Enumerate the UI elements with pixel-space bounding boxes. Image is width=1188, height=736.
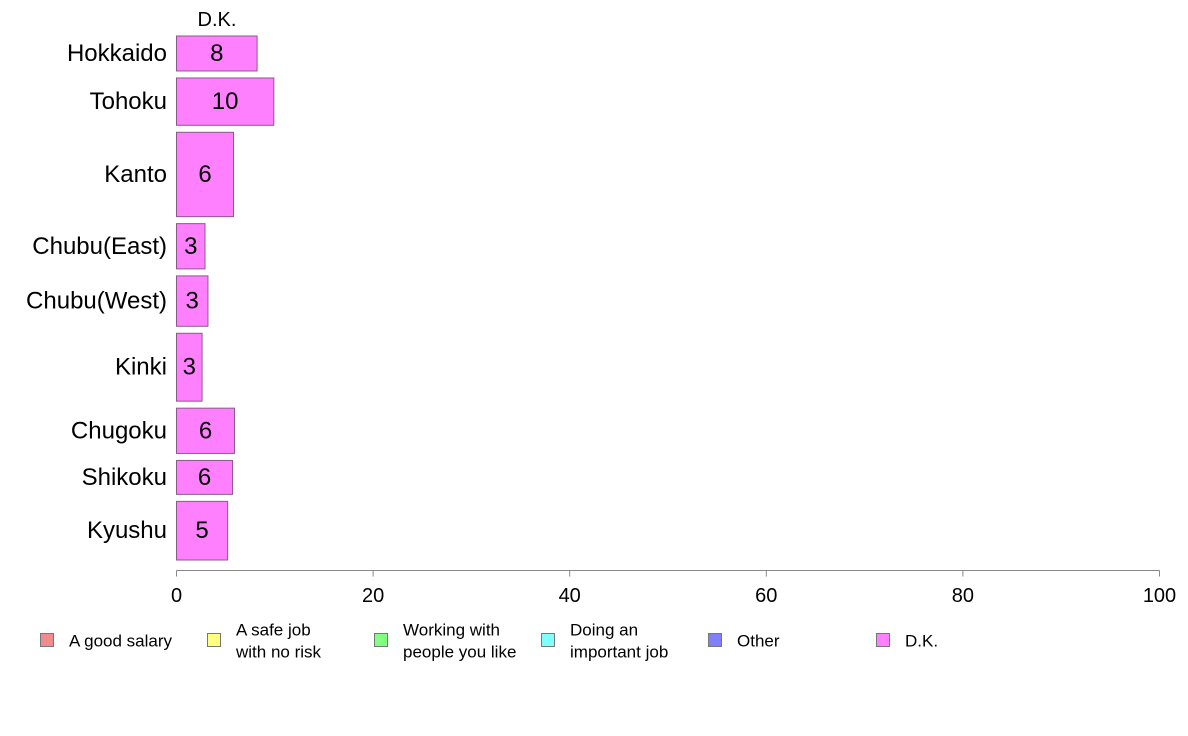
bar-segment — [176, 77, 275, 126]
legend-swatch — [541, 633, 555, 647]
legend-label: people you like — [403, 643, 516, 662]
legend-label: D.K. — [905, 632, 938, 651]
x-tick-label: 40 — [559, 585, 581, 607]
bar-segment — [176, 332, 203, 402]
bar-value-label: 10 — [212, 88, 239, 115]
x-tick-label: 100 — [1143, 585, 1176, 607]
category-label: Shikoku — [82, 464, 167, 491]
category-label: Hokkaido — [67, 40, 167, 67]
category-label: Kyushu — [87, 517, 167, 544]
legend-label: A safe job — [236, 621, 311, 640]
legend-label: A good salary — [69, 632, 173, 651]
x-tick-label: 80 — [952, 585, 974, 607]
bar-segment — [176, 500, 229, 561]
legend-label: important job — [570, 643, 668, 662]
series-header: D.K. — [198, 9, 237, 31]
bar-segment — [176, 131, 235, 218]
x-tick-label: 20 — [362, 585, 384, 607]
category-label: Chubu(West) — [26, 288, 167, 315]
category-label: Chubu(East) — [32, 233, 167, 260]
legend-label: with no risk — [235, 643, 322, 662]
bar-segment — [176, 459, 234, 495]
bar-value-label: 6 — [199, 417, 212, 444]
legend-swatch — [374, 633, 388, 647]
bar-value-label: 3 — [183, 354, 196, 381]
bar-segment — [176, 35, 258, 72]
legend-label: Working with — [403, 621, 500, 640]
bar-value-label: 3 — [184, 233, 197, 260]
category-label: Chugoku — [71, 417, 167, 444]
category-label: Kanto — [104, 161, 167, 188]
bar-value-label: 5 — [195, 517, 208, 544]
bar-value-label: 8 — [210, 40, 223, 67]
bar-segment — [176, 275, 209, 327]
legend-swatch — [876, 633, 890, 647]
legend-swatch — [40, 633, 54, 647]
x-tick-label: 0 — [171, 585, 182, 607]
bar-value-label: 3 — [186, 288, 199, 315]
bar-value-label: 6 — [198, 161, 211, 188]
category-label: Tohoku — [90, 88, 167, 115]
x-tick-label: 60 — [755, 585, 777, 607]
bar-segment — [176, 223, 206, 270]
legend-swatch — [708, 633, 722, 647]
category-label: Kinki — [115, 354, 167, 381]
legend-label: Other — [737, 632, 780, 651]
legend-swatch — [207, 633, 221, 647]
bar-value-label: 6 — [198, 464, 211, 491]
legend-label: Doing an — [570, 621, 638, 640]
bar-segment — [176, 407, 235, 454]
